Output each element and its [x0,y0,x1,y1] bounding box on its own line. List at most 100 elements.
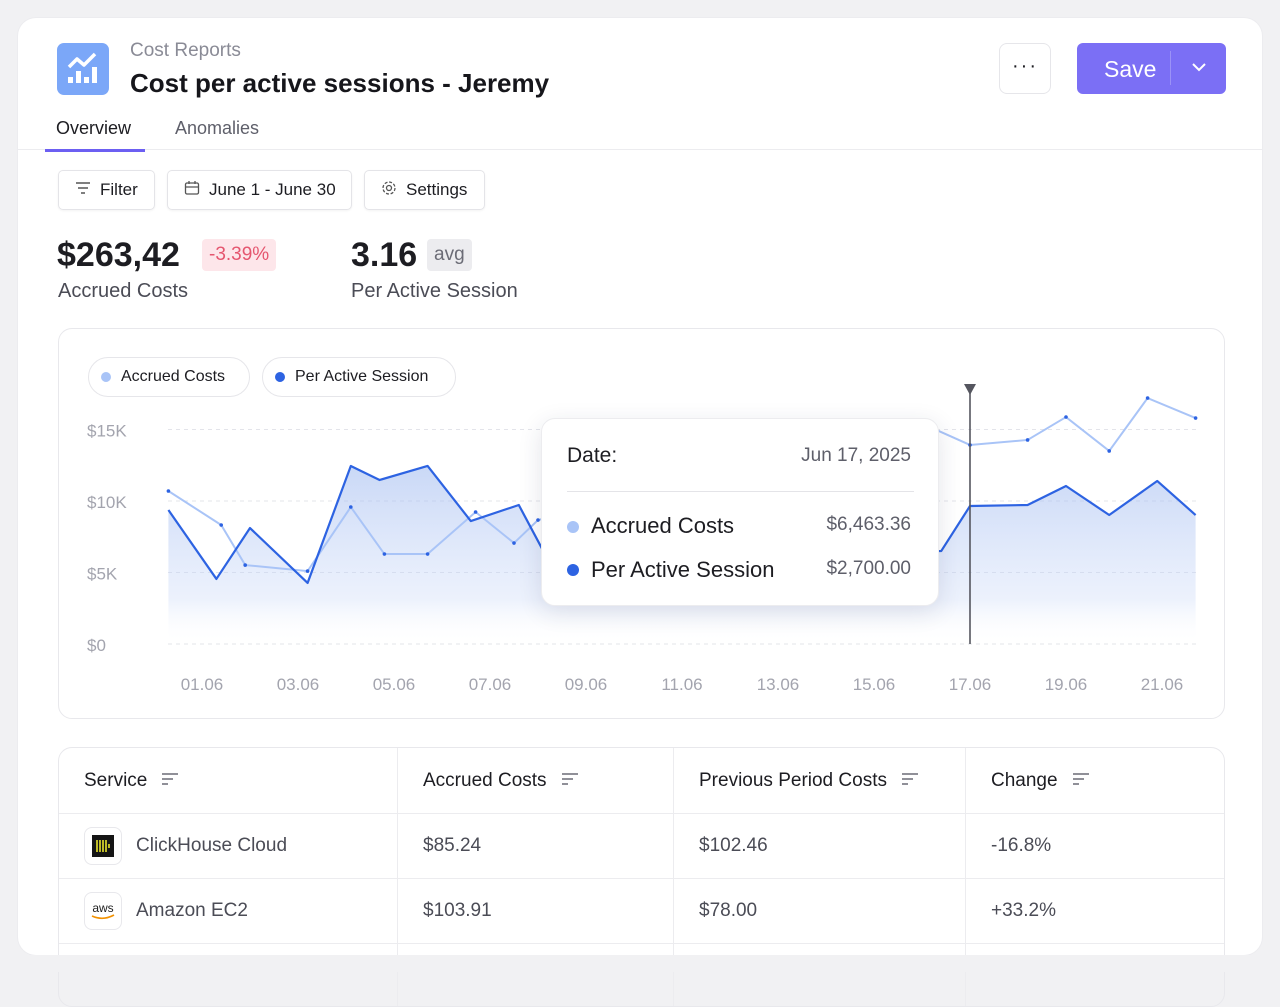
settings-button[interactable]: Settings [364,170,485,210]
point-accrued-costs [219,523,223,527]
chevron-down-icon[interactable] [1190,53,1208,87]
tab-divider [18,149,1262,150]
service-name: Amazon EC2 [136,899,248,921]
row-divider [59,878,1224,879]
header-label: Accrued Costs [423,769,547,791]
point-accrued-costs [1064,415,1068,419]
x-tick-label: 05.06 [373,675,416,694]
date-range-button[interactable]: June 1 - June 30 [167,170,352,210]
sort-icon[interactable] [901,770,919,792]
point-accrued-costs [166,489,171,493]
x-tick-label: 17.06 [949,675,992,694]
tooltip-divider [567,491,914,492]
x-tick-label: 03.06 [277,675,320,694]
y-tick-label: $15K [87,422,127,441]
filter-icon [75,180,91,200]
x-tick-label: 15.06 [853,675,896,694]
tab-anomalies[interactable]: Anomalies [175,118,260,138]
row-divider [59,813,1224,814]
calendar-icon [184,180,200,201]
column-header-service[interactable]: Service [59,748,179,813]
x-tick-label: 13.06 [757,675,800,694]
tooltip-dot [567,521,579,533]
cursor-marker-icon [964,384,976,395]
save-label: Save [1104,56,1157,82]
legend-dot [275,372,285,382]
line-per-active-session [167,464,1197,585]
legend-accrued-costs[interactable]: Accrued Costs [88,357,250,397]
change-badge: -3.39% [202,239,277,271]
point-accrued-costs [1145,396,1150,400]
divider [1170,51,1171,85]
service-name: ClickHouse Cloud [136,834,288,856]
point-accrued-costs [536,518,540,522]
tooltip-label: Accrued Costs [591,513,735,538]
column-header-accrued-costs[interactable]: Accrued Costs [398,748,579,813]
point-accrued-costs [425,552,430,556]
legend-label: Per Active Session [295,368,429,385]
table-row[interactable]: ClickHouse Cloud $85.24 $102.46 -16.8% [59,813,1224,878]
clickhouse-logo-icon [84,826,122,865]
tab-overview[interactable]: Overview [56,118,132,138]
tooltip-value: $6,463.36 [826,514,911,535]
aws-logo-icon: aws [84,891,122,930]
column-divider [397,748,398,1006]
x-tick-label: 11.06 [661,675,702,694]
sort-icon[interactable] [561,770,579,792]
x-tick-label: 21.06 [1141,675,1184,694]
y-tick-label: $5K [87,565,118,584]
filter-label: Filter [100,180,138,199]
per-session-label: Per Active Session [351,280,518,302]
point-accrued-costs [305,569,310,573]
gear-icon [381,180,397,201]
legend-label: Accrued Costs [121,368,226,385]
point-accrued-costs [512,541,516,545]
accrued-costs-value: $263,42 [57,236,180,274]
sort-icon[interactable] [1072,770,1090,792]
accrued-cell: $85.24 [423,834,482,856]
point-accrued-costs [1107,449,1111,453]
chart-tooltip: Date: Jun 17, 2025 Accrued Costs $6,463.… [541,418,939,606]
filter-button[interactable]: Filter [58,170,155,210]
chart-report-icon [57,43,109,95]
header-label: Service [84,769,148,791]
column-header-change[interactable]: Change [966,748,1090,813]
column-header-previous-period-costs[interactable]: Previous Period Costs [674,748,919,813]
avg-badge: avg [427,239,472,271]
x-tick-label: 01.06 [181,675,224,694]
x-tick-label: 07.06 [469,675,512,694]
change-cell: -16.8% [991,834,1052,856]
header-label: Previous Period Costs [699,769,887,791]
point-accrued-costs [243,563,247,567]
accrued-cell: $103.91 [423,899,492,921]
per-session-value: 3.16 [351,236,418,274]
legend-per-active-session[interactable]: Per Active Session [262,357,456,397]
point-accrued-costs [473,510,478,514]
tooltip-value: $2,700.00 [826,558,911,579]
previous-cell: $102.46 [699,834,768,856]
tooltip-dot [567,564,579,576]
save-button[interactable]: Save [1077,43,1226,94]
header-label: Change [991,769,1058,791]
point-accrued-costs [382,552,387,556]
svg-text:aws: aws [92,901,113,915]
more-options-button[interactable]: ··· [999,43,1051,94]
tooltip-label: Per Active Session [591,557,775,582]
x-tick-label: 19.06 [1045,675,1088,694]
x-tick-label: 09.06 [565,675,608,694]
breadcrumb[interactable]: Cost Reports [130,40,241,61]
date-range-label: June 1 - June 30 [209,180,336,199]
settings-label: Settings [406,180,468,199]
column-divider [965,748,966,1006]
page-title: Cost per active sessions - Jeremy [130,68,550,98]
table-row[interactable]: aws Amazon EC2 $103.91 $78.00 +33.2% [59,878,1224,943]
change-cell: +33.2% [991,899,1056,921]
window-bottom-edge [0,955,1280,972]
legend-dot [101,372,111,382]
sort-icon[interactable] [161,770,179,792]
tooltip-date: Jun 17, 2025 [801,445,911,466]
column-divider [673,748,674,1006]
point-accrued-costs [1025,438,1030,442]
y-tick-label: $10K [87,493,127,512]
previous-cell: $78.00 [699,899,758,921]
